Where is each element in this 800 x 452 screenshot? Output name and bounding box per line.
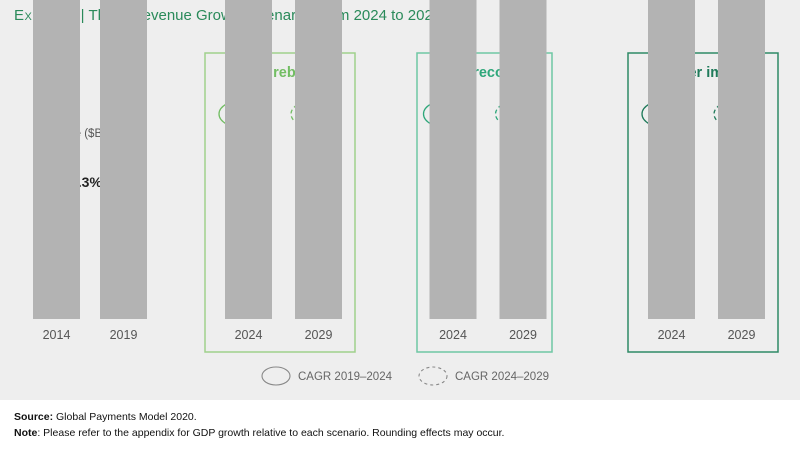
bar-quick-rebound-2029 <box>295 0 342 319</box>
bar-slow-recovery-2029 <box>499 0 547 319</box>
legend-swatch-dashed <box>418 366 448 386</box>
bar-historical-2019 <box>100 0 147 319</box>
title-separator: | <box>80 7 85 24</box>
x-tick-quick-rebound-2029: 2029 <box>305 328 333 342</box>
x-tick-deeper-impact-2024: 2024 <box>658 328 686 342</box>
legend-label-dashed: CAGR 2024–2029 <box>455 371 549 383</box>
x-tick-quick-rebound-2024: 2024 <box>235 328 263 342</box>
panel-slow-recovery <box>416 52 553 353</box>
x-tick-slow-recovery-2024: 2024 <box>439 328 467 342</box>
x-tick-historical-2019: 2019 <box>110 328 138 342</box>
source-label: Source: <box>14 411 54 423</box>
note-label: Note <box>14 427 38 439</box>
chart-footer: Source: Global Payments Model 2020. Note… <box>14 409 504 441</box>
panel-quick-rebound <box>204 52 356 353</box>
legend-label-solid: CAGR 2019–2024 <box>298 371 393 383</box>
x-tick-historical-2014: 2014 <box>43 328 71 342</box>
x-tick-slow-recovery-2029: 2029 <box>509 328 537 342</box>
bar-deeper-impact-2029 <box>718 0 765 319</box>
legend-swatch-solid <box>261 366 291 386</box>
bar-deeper-impact-2024 <box>648 0 695 319</box>
source-line: Source: Global Payments Model 2020. <box>14 409 504 425</box>
source-text: Global Payments Model 2020. <box>53 411 197 423</box>
bar-quick-rebound-2024 <box>225 0 272 319</box>
note-text: : Please refer to the appendix for GDP g… <box>37 427 505 439</box>
bar-historical-2014 <box>33 0 80 320</box>
revenue-scenario-chart: Revenue ($B)7.3%1,03120141,4642019Quick … <box>33 0 779 386</box>
x-tick-deeper-impact-2029: 2029 <box>728 328 756 342</box>
panel-deeper-impact <box>627 52 779 353</box>
note-line: Note: Please refer to the appendix for G… <box>14 425 504 441</box>
bar-slow-recovery-2024 <box>429 0 477 320</box>
